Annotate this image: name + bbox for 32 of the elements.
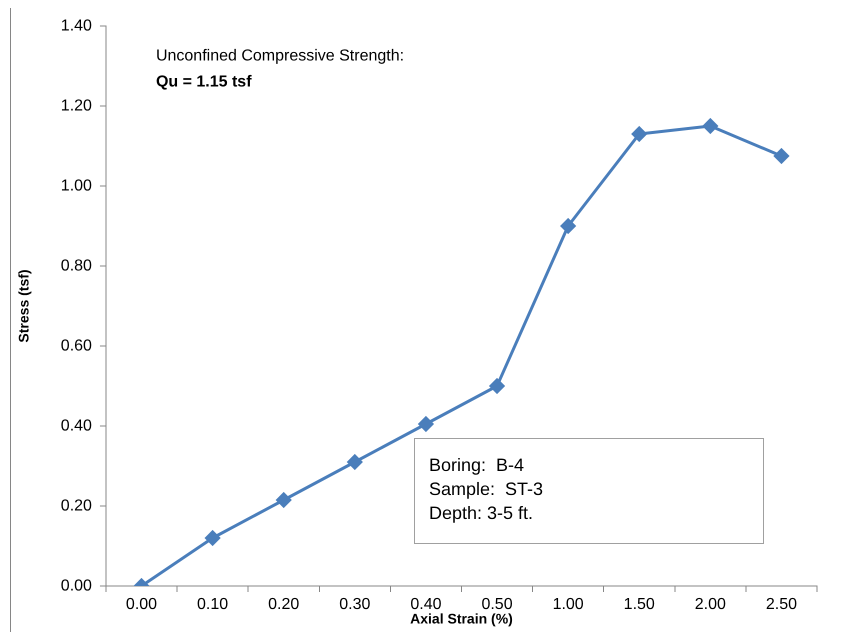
point [347,454,362,470]
x-tick-label: 2.50 [766,596,798,614]
point [560,218,576,234]
y-axis-title: Stress (tsf) [15,269,32,343]
x-tick-label: 0.00 [126,596,158,614]
x-tick-label: 1.00 [552,596,584,614]
point [702,118,718,134]
y-tick-label: 1.40 [60,17,92,34]
y-tick-label: 1.00 [60,177,92,194]
x-tick-label: 0.20 [268,596,300,614]
y-tick-label: 1.20 [60,97,92,114]
x-tick-label: 1.50 [624,596,655,614]
annotation: Sample: ST-3 [429,478,544,501]
point [418,416,434,432]
y-tick-label: 0.80 [60,257,92,274]
point [632,126,647,142]
point [276,492,292,508]
point [774,148,789,164]
x-tick-label: 2.00 [694,596,726,614]
y-tick-label: 0.00 [60,577,92,594]
x-tick-label: 0.30 [339,596,370,614]
annotation: Unconfined Compressive Strength: [156,47,404,64]
y-tick-label: 0.60 [60,337,92,354]
note-box: Boring: B-4 Sample: ST-3 Depth: 3-5 ft. [414,438,764,544]
y-tick-label: 0.20 [60,497,92,514]
annotation: Boring: B-4 [429,454,526,477]
point [490,378,505,394]
annotation: Qu = 1.15 tsf [156,73,252,90]
x-tick-label: 0.10 [197,596,228,614]
annotation: Depth: 3-5 ft. [429,502,534,525]
point [205,530,220,546]
y-tick-label: 0.40 [60,417,92,434]
